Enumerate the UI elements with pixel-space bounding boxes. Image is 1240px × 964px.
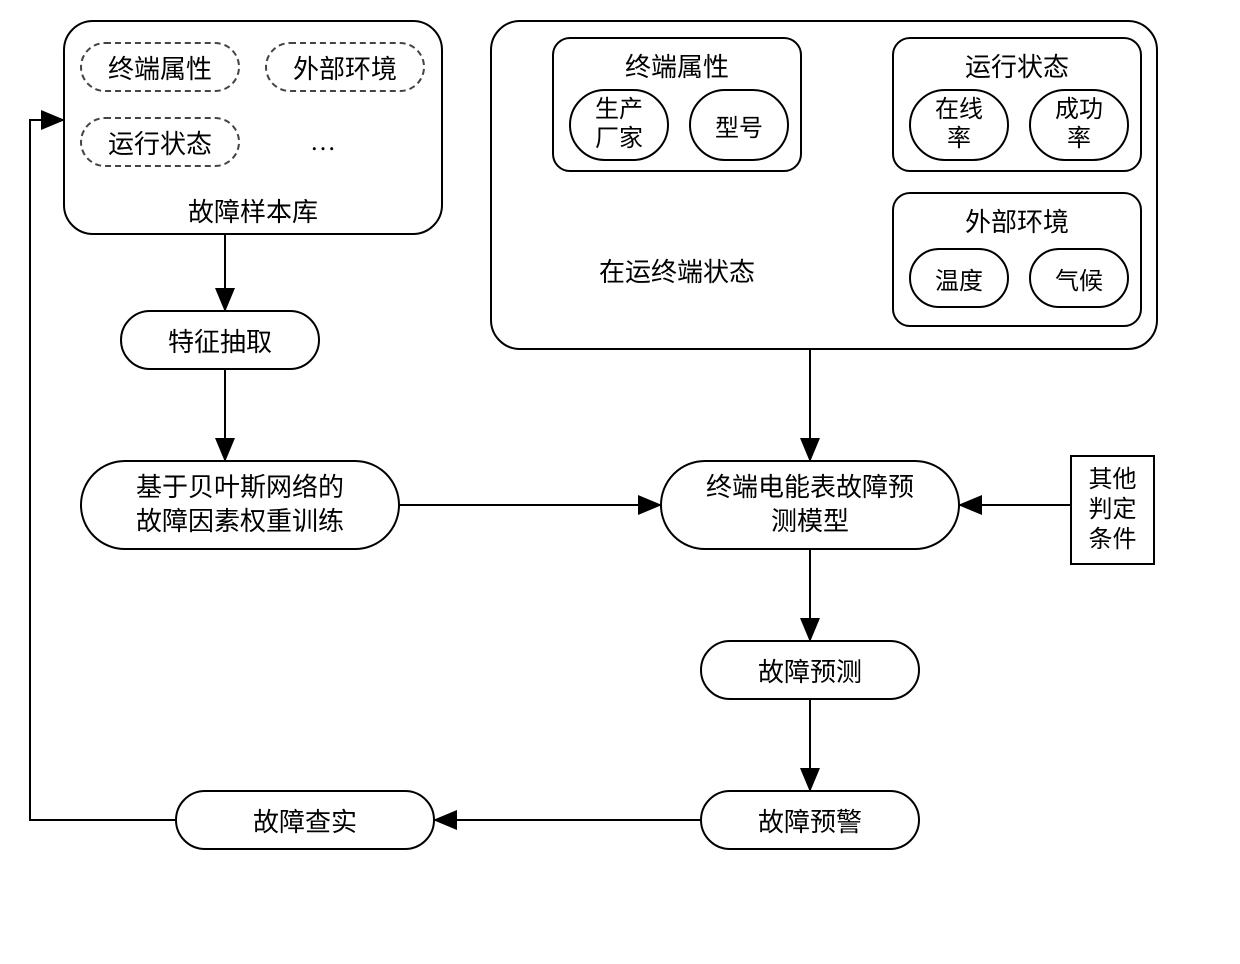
- external-env-title: 外部环境: [894, 202, 1140, 239]
- fault-alert-node: 故障预警: [700, 790, 920, 850]
- terminal-attr-group: 终端属性 生产 厂家 型号: [552, 37, 802, 172]
- fault-verify-node: 故障查实: [175, 790, 435, 850]
- external-env-group: 外部环境 温度 气候: [892, 192, 1142, 327]
- fault-sample-library-box: 终端属性 外部环境 运行状态 … 故障样本库: [63, 20, 443, 235]
- success-rate-pill: 成功 率: [1029, 89, 1129, 161]
- manufacturer-pill: 生产 厂家: [569, 89, 669, 161]
- terminal-attr-pill: 终端属性: [80, 42, 240, 92]
- running-terminal-state-label: 在运终端状态: [552, 252, 802, 289]
- run-state-pill: 运行状态: [80, 117, 240, 167]
- climate-pill: 气候: [1029, 248, 1129, 308]
- fault-predict-node: 故障预测: [700, 640, 920, 700]
- model-pill: 型号: [689, 89, 789, 161]
- external-env-pill: 外部环境: [265, 42, 425, 92]
- run-state-title: 运行状态: [894, 47, 1140, 84]
- external-env-label: 外部环境: [293, 49, 397, 86]
- ellipsis-label: …: [310, 127, 336, 157]
- other-conditions-node: 其他 判定 条件: [1070, 455, 1155, 565]
- online-rate-pill: 在线 率: [909, 89, 1009, 161]
- terminal-attr-label: 终端属性: [108, 49, 212, 86]
- predict-model-node: 终端电能表故障预 测模型: [660, 460, 960, 550]
- run-state-label: 运行状态: [108, 124, 212, 161]
- bayes-train-node: 基于贝叶斯网络的 故障因素权重训练: [80, 460, 400, 550]
- running-terminal-state-box: 终端属性 生产 厂家 型号 运行状态 在线 率 成功 率 外部环境 温度 气候 …: [490, 20, 1158, 350]
- fault-sample-library-label: 故障样本库: [65, 192, 441, 229]
- temperature-pill: 温度: [909, 248, 1009, 308]
- feature-extract-node: 特征抽取: [120, 310, 320, 370]
- run-state-group: 运行状态 在线 率 成功 率: [892, 37, 1142, 172]
- terminal-attr-title: 终端属性: [554, 47, 800, 84]
